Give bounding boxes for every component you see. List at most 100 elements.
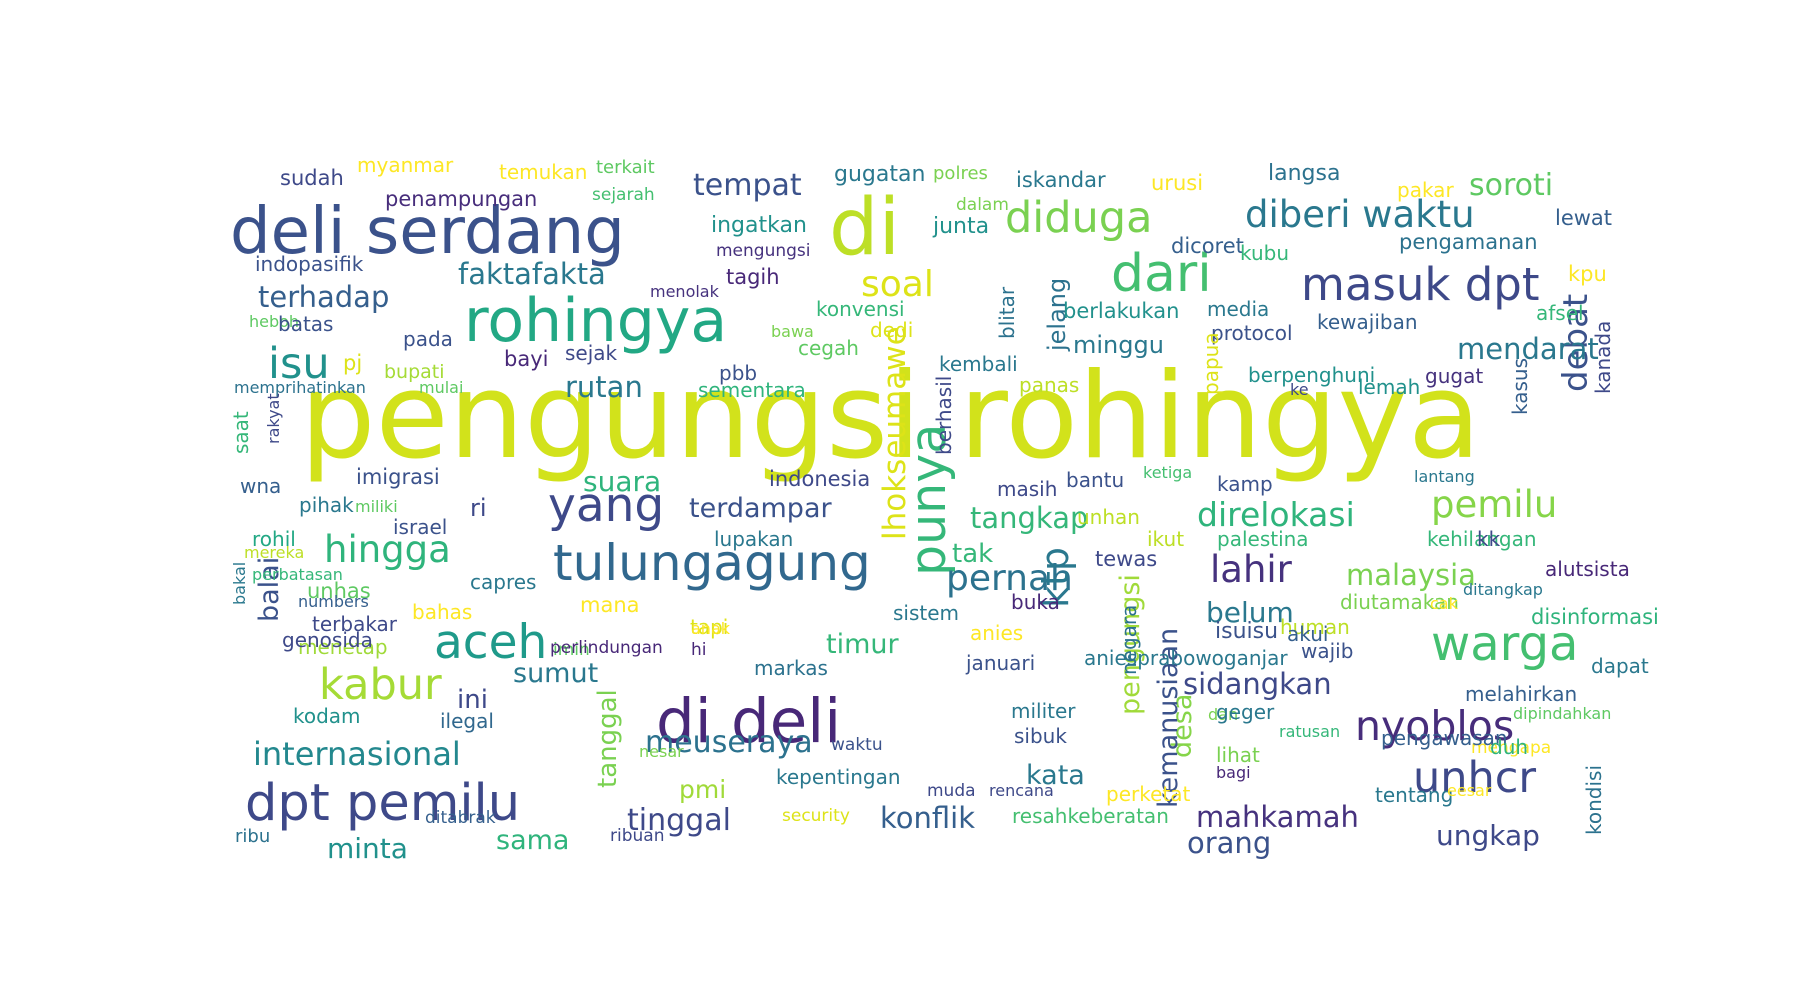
cloud-word: direlokasi: [1197, 495, 1355, 534]
cloud-word: tak: [952, 539, 993, 569]
cloud-word: kemanusiaan: [1153, 628, 1184, 808]
cloud-word: tempat: [693, 168, 802, 203]
cloud-word: aceh: [434, 615, 547, 670]
cloud-word: mereka: [244, 543, 304, 562]
cloud-word: dpt pemilu: [245, 774, 520, 833]
cloud-word: meuseraya: [645, 725, 813, 760]
cloud-word: isu: [268, 339, 330, 389]
cloud-word: junta: [932, 214, 989, 239]
cloud-word: mana: [580, 593, 640, 617]
cloud-word: pengungsi rohingya: [300, 348, 1481, 486]
cloud-word: yang: [548, 478, 664, 533]
cloud-word: duh: [1490, 735, 1528, 759]
cloud-word: isuisu: [1215, 619, 1278, 644]
cloud-word: berpenghuni: [1248, 363, 1375, 387]
cloud-word: palestina: [1217, 527, 1309, 551]
cloud-word: buka: [1011, 590, 1060, 614]
cloud-word: timur: [826, 629, 900, 660]
cloud-word: dalam: [956, 195, 1009, 215]
cloud-word: balai: [254, 557, 285, 622]
cloud-word: nesar: [639, 742, 684, 761]
cloud-word: militer: [1011, 699, 1076, 723]
cloud-word: minggu: [1073, 331, 1164, 359]
cloud-word: lemah: [1358, 375, 1420, 399]
cloud-word: ke: [1290, 380, 1309, 399]
cloud-word: dapat: [1591, 654, 1649, 678]
cloud-word: hingga: [324, 528, 451, 571]
cloud-word: papua: [1199, 332, 1223, 395]
cloud-word: kodam: [293, 704, 361, 728]
cloud-word: ri: [470, 494, 487, 522]
cloud-word: kondisi: [1582, 765, 1606, 835]
cloud-word: aniesprabowoganjar: [1084, 646, 1288, 670]
cloud-word: rohingya: [464, 286, 727, 356]
cloud-word: mulai: [419, 378, 463, 397]
cloud-word: memprihatinkan: [234, 378, 366, 397]
cloud-word: diutamakan: [1340, 590, 1459, 614]
cloud-word: dipindahkan: [1513, 704, 1611, 723]
cloud-word: unhas: [307, 579, 371, 603]
cloud-word: tulungagung: [553, 534, 871, 592]
cloud-word: polres: [933, 163, 988, 184]
cloud-word: unhan: [1077, 505, 1140, 529]
cloud-word: kepentingan: [776, 765, 901, 789]
cloud-word: di deli: [656, 686, 841, 757]
cloud-word: januari: [965, 651, 1035, 675]
cloud-word: iskandar: [1016, 168, 1106, 192]
cloud-word: negara: [1117, 605, 1141, 675]
cloud-word: nyoblos: [1355, 702, 1514, 750]
cloud-word: eesar: [1447, 781, 1492, 800]
cloud-word: genosida: [282, 628, 373, 652]
cloud-word: sistem: [893, 601, 959, 625]
cloud-word: warga: [1431, 616, 1578, 672]
cloud-word: diberi waktu: [1245, 193, 1475, 236]
cloud-word: menetap: [298, 635, 388, 659]
cloud-word: rencana: [989, 781, 1054, 800]
cloud-word: disinformasi: [1531, 605, 1659, 629]
cloud-word: sejak: [565, 341, 618, 365]
cloud-word: kamp: [1217, 472, 1273, 496]
cloud-word: debat: [1556, 294, 1596, 392]
cloud-word: faktafakta: [458, 257, 606, 291]
cloud-word: resahkeberatan: [1012, 804, 1169, 828]
cloud-word: miliki: [355, 497, 398, 516]
cloud-word: saat: [229, 411, 253, 454]
cloud-word: lupakan: [714, 527, 793, 551]
cloud-word: ikut: [1147, 527, 1184, 551]
cloud-word: terkait: [596, 157, 655, 178]
cloud-word: pj: [343, 351, 362, 375]
cloud-word: myanmar: [357, 153, 454, 177]
cloud-word: ungkap: [1436, 819, 1540, 852]
cloud-word: konvensi: [816, 297, 905, 321]
cloud-word: dan: [1208, 705, 1238, 724]
cloud-word: soroti: [1469, 168, 1553, 203]
cloud-word: kewajiban: [1317, 310, 1418, 334]
cloud-word: terhadap: [258, 280, 389, 314]
cloud-word: melahirkan: [1465, 682, 1577, 706]
cloud-word: imigrasi: [356, 465, 440, 489]
cloud-word: kembali: [939, 352, 1018, 376]
cloud-word: tagih: [726, 265, 780, 289]
cloud-word: pada: [403, 327, 453, 351]
cloud-word: ktp: [1033, 547, 1077, 608]
cloud-word: terdampar: [689, 493, 832, 524]
cloud-word: media: [1207, 297, 1269, 321]
cloud-word: bayi: [504, 347, 548, 371]
cloud-word: israel: [393, 515, 447, 539]
cloud-word: punya: [900, 424, 957, 576]
cloud-word: wna: [240, 474, 281, 498]
cloud-word: ilegal: [440, 709, 494, 733]
cloud-word: imin: [553, 640, 590, 660]
cloud-word: blitar: [995, 286, 1019, 339]
cloud-word: pengawasan: [1381, 726, 1508, 750]
cloud-word: menolak: [650, 282, 720, 301]
cloud-word: desa: [1167, 694, 1198, 758]
cloud-word: kabur: [319, 660, 442, 710]
cloud-word: security: [782, 806, 850, 826]
cloud-word: lahir: [1210, 548, 1293, 591]
cloud-word: heboh: [249, 312, 299, 331]
cloud-word: masuk dpt: [1301, 258, 1540, 311]
cloud-word: batas: [278, 312, 333, 336]
cloud-word: sejarah: [592, 185, 655, 205]
